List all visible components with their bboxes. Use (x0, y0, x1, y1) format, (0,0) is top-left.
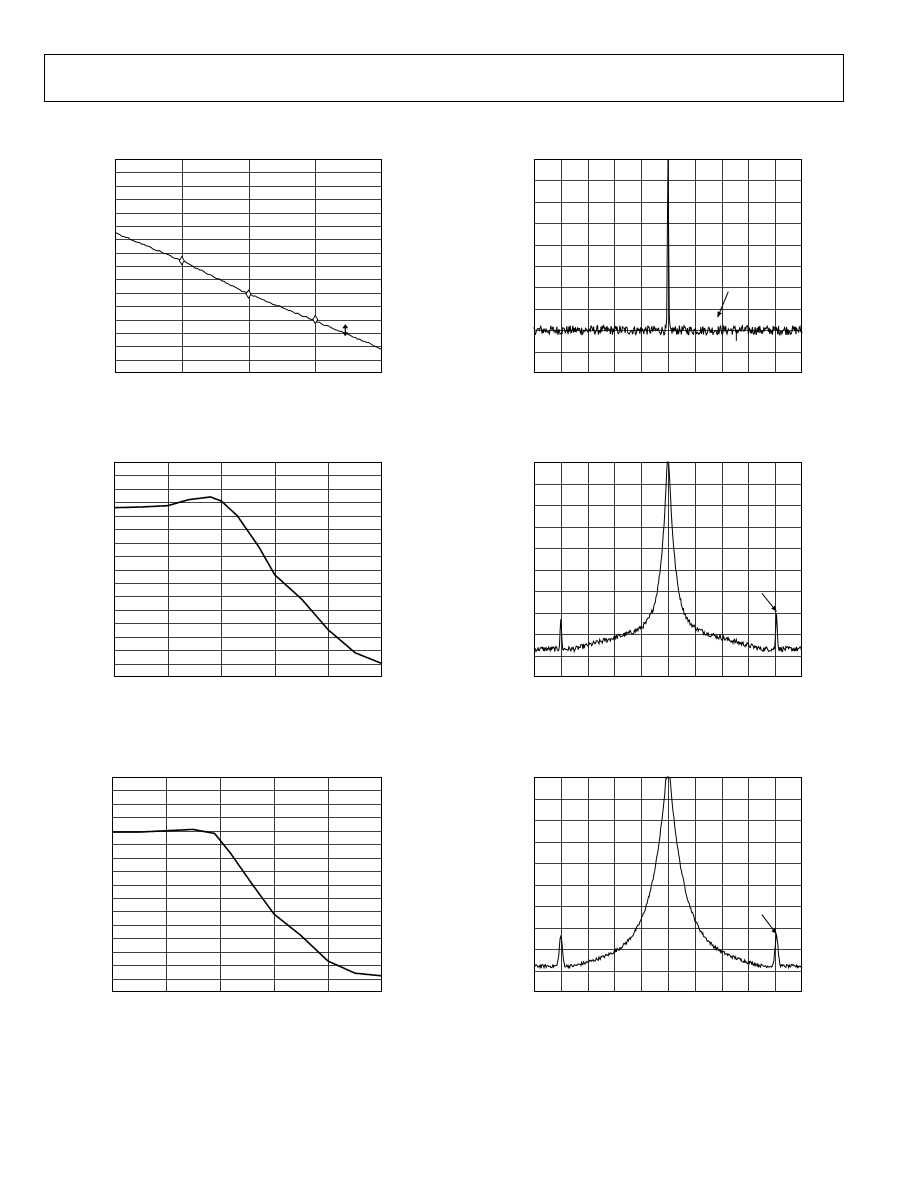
annotation-arrow-head (771, 928, 777, 934)
phase-noise-chart (114, 159, 383, 373)
spectrum-chart-1 (533, 158, 803, 373)
page-header (44, 54, 844, 102)
marker-arrow-head-down (342, 332, 349, 337)
spectrum-trace (533, 776, 803, 970)
plot-frame (534, 777, 802, 992)
spectrum-chart-2 (533, 461, 803, 677)
spectrum-chart-3 (533, 776, 803, 992)
diamond-marker (312, 314, 319, 325)
annotation-arrow-head (771, 605, 777, 612)
plot-frame (112, 777, 382, 992)
annotation-arrow-head (717, 311, 722, 318)
plot-frame (115, 159, 382, 373)
plot-frame (114, 462, 382, 677)
diamond-marker (178, 255, 185, 266)
spectrum-trace (533, 158, 803, 337)
marker-arrow-head-up (342, 324, 349, 329)
gain-response-chart-1 (114, 462, 383, 677)
data-trace (112, 828, 383, 977)
spectrum-trace (533, 461, 803, 654)
diamond-marker (245, 289, 252, 299)
data-trace (114, 496, 383, 665)
plot-frame (534, 462, 802, 677)
gain-response-chart-2 (112, 777, 383, 992)
